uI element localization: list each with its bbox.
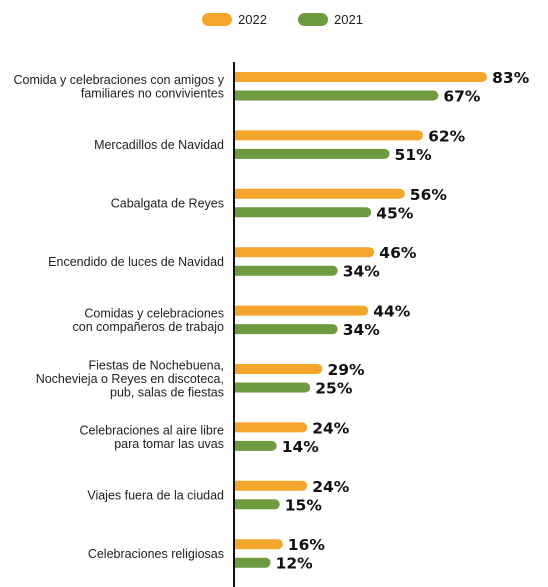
bars xyxy=(234,72,488,568)
category-label-0-line-1: familiares no convivientes xyxy=(81,87,224,101)
category-label-0-line-0: Comida y celebraciones con amigos y xyxy=(13,73,224,87)
value-label-2021-4: 34% xyxy=(343,321,381,339)
legend-swatch-2022 xyxy=(202,13,232,26)
value-labels: 83%67%62%51%56%45%46%34%44%34%29%25%24%1… xyxy=(276,69,530,573)
legend-label-2022: 2022 xyxy=(238,12,267,27)
bar-2021-0 xyxy=(234,90,439,101)
category-label-6-line-1: para tomar las uvas xyxy=(114,437,224,451)
value-label-2022-6: 24% xyxy=(312,419,350,437)
bar-2021-7 xyxy=(234,499,280,510)
value-label-2022-1: 62% xyxy=(428,127,466,145)
value-label-2022-8: 16% xyxy=(288,536,326,554)
category-label-4-line-0: Comidas y celebraciones xyxy=(84,307,224,321)
bar-2022-6 xyxy=(234,422,308,433)
value-label-2022-3: 46% xyxy=(379,244,417,262)
value-label-2021-3: 34% xyxy=(343,263,381,281)
value-label-2021-8: 12% xyxy=(276,555,314,573)
bar-2021-3 xyxy=(234,265,338,276)
legend: 2022 2021 xyxy=(202,12,363,27)
bar-2021-4 xyxy=(234,324,338,335)
value-label-2021-0: 67% xyxy=(443,88,481,106)
category-label-5-line-0: Fiestas de Nochebuena, xyxy=(88,358,224,372)
bar-2022-5 xyxy=(234,364,323,374)
bar-2022-0 xyxy=(234,72,488,82)
legend-swatch-2021 xyxy=(298,13,328,26)
bar-2022-7 xyxy=(234,480,308,491)
bar-2022-1 xyxy=(234,130,424,141)
bar-2021-2 xyxy=(234,207,372,218)
bar-2021-5 xyxy=(234,382,311,393)
value-label-2021-1: 51% xyxy=(395,146,433,164)
value-label-2022-0: 83% xyxy=(492,69,530,87)
bar-2022-3 xyxy=(234,247,375,258)
category-label-2-line-0: Cabalgata de Reyes xyxy=(111,197,224,211)
category-label-5-line-2: pub, salas de fiestas xyxy=(110,385,224,399)
value-label-2022-4: 44% xyxy=(373,303,411,321)
bar-2021-6 xyxy=(234,440,277,451)
value-label-2021-7: 15% xyxy=(285,496,323,514)
category-label-4-line-1: con compañeros de trabajo xyxy=(73,320,225,334)
bar-2022-8 xyxy=(234,539,283,550)
bar-2021-1 xyxy=(234,148,390,159)
value-label-2022-2: 56% xyxy=(410,186,448,204)
value-label-2021-5: 25% xyxy=(315,380,353,398)
category-label-5-line-1: Nochevieja o Reyes en discoteca, xyxy=(36,372,224,386)
value-label-2022-7: 24% xyxy=(312,478,350,496)
category-label-7-line-0: Viajes fuera de la ciudad xyxy=(87,489,224,503)
bar-2022-4 xyxy=(234,305,369,316)
category-label-3-line-0: Encendido de luces de Navidad xyxy=(48,255,224,269)
category-labels: Comida y celebraciones con amigos yfamil… xyxy=(13,73,224,561)
bar-2022-2 xyxy=(234,188,405,199)
category-label-8-line-0: Celebraciones religiosas xyxy=(88,547,224,561)
value-label-2021-6: 14% xyxy=(282,438,320,456)
value-label-2021-2: 45% xyxy=(376,204,414,222)
value-label-2022-5: 29% xyxy=(327,361,365,379)
category-label-6-line-0: Celebraciones al aire libre xyxy=(79,423,224,437)
category-label-1-line-0: Mercadillos de Navidad xyxy=(94,138,224,152)
bar-2021-8 xyxy=(234,557,271,568)
legend-label-2021: 2021 xyxy=(334,12,363,27)
